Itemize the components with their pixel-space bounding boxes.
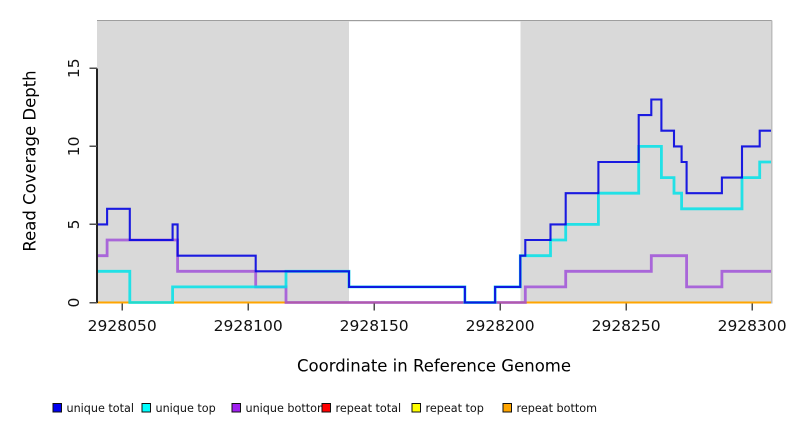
series-line-unique-top — [97, 145, 771, 304]
y-axis-title: Read Coverage Depth — [20, 70, 40, 252]
legend-swatch-repeat-total — [321, 403, 331, 413]
legend-swatch-repeat-bottom — [502, 403, 512, 413]
x-tick-label: 2928050 — [88, 317, 157, 335]
legend-label-repeat-bottom: repeat bottom — [517, 402, 597, 415]
y-tick-label: 5 — [65, 219, 83, 229]
x-tick-label: 2928250 — [592, 317, 661, 335]
legend-swatch-repeat-top — [411, 403, 421, 413]
y-tick-label: 15 — [65, 58, 83, 78]
x-tick-label: 2928150 — [340, 317, 409, 335]
legend-swatch-unique-top — [141, 403, 151, 413]
y-tick-label: 0 — [65, 298, 83, 308]
x-axis-title: Coordinate in Reference Genome — [296, 356, 572, 376]
coverage-gap-region — [348, 21, 521, 304]
x-tick-label: 2928300 — [718, 317, 787, 335]
x-tick-label: 2928200 — [466, 317, 535, 335]
legend-label-unique-top: unique top — [156, 402, 216, 415]
legend-label-unique-bottom: unique bottom — [246, 402, 328, 415]
legend-swatch-unique-bottom — [231, 403, 241, 413]
legend-label-repeat-total: repeat total — [336, 402, 402, 415]
series-line-unique-total — [97, 98, 771, 304]
legend-label-repeat-top: repeat top — [426, 402, 484, 415]
x-tick-label: 2928100 — [214, 317, 283, 335]
legend-label-unique-total: unique total — [67, 402, 135, 415]
legend-swatch-unique-total — [52, 403, 62, 413]
y-tick-label: 10 — [65, 136, 83, 156]
